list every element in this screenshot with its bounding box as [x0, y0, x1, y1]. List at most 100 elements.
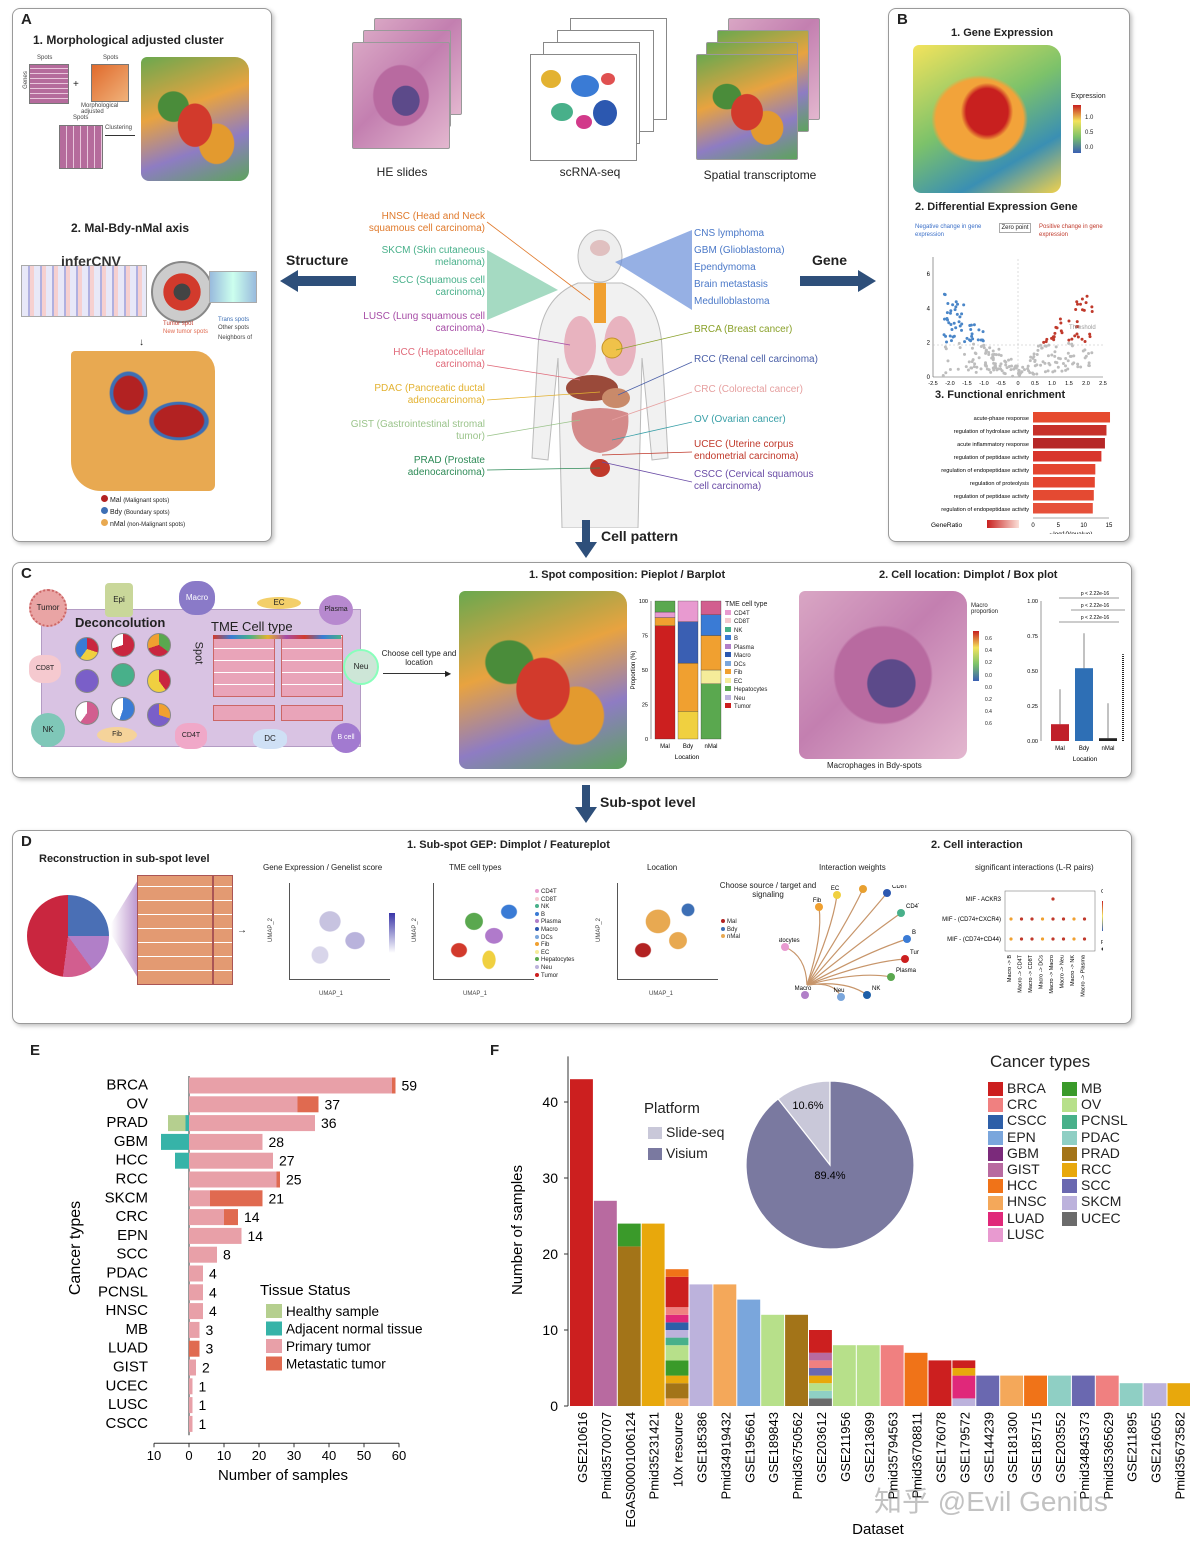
interaction-edge — [806, 894, 838, 986]
healthy-bar — [168, 1115, 186, 1132]
umap3-title: Location — [647, 863, 678, 872]
cancer-label: LUSC (Lung squamous cell carcinoma) — [363, 311, 485, 334]
y-tick: 10 — [542, 1322, 558, 1338]
volcano-point — [1067, 341, 1071, 345]
morph-adjusted-label: Morphological adjusted — [81, 103, 119, 115]
volcano-point — [1088, 335, 1092, 339]
tme-legend-label: B — [734, 636, 739, 642]
volcano-point — [1043, 370, 1047, 374]
volcano-point — [1087, 361, 1091, 365]
cancer-legend-label: LUSC — [1007, 1225, 1045, 1242]
choose-source-label: Choose source / target and signaling — [719, 881, 817, 899]
volcano-point — [1052, 335, 1056, 339]
stacked-bar-segment — [785, 1314, 808, 1406]
macro-caption: Macrophages in Bdy-spots — [827, 761, 922, 770]
umap2-legend-label: NK — [541, 904, 550, 911]
volcano-point — [973, 362, 977, 366]
cluster-tissue-image — [141, 57, 249, 181]
lr-dot — [1072, 937, 1076, 941]
stacked-bar-segment — [809, 1390, 832, 1399]
axis-legend: Mal (Malignant spots) Bdy (Boundary spot… — [101, 495, 185, 531]
tme-legend: TME cell type CD4T CD8T NK B Plasma Macro DCs F… — [725, 601, 767, 712]
cell-label: Tumor — [36, 603, 60, 612]
cancer-legend-label: MB — [1081, 1080, 1102, 1096]
volcano-point — [1039, 363, 1043, 367]
cancer-label: Medulloblastoma — [694, 296, 770, 307]
lr-dot — [1019, 917, 1024, 921]
panel-e-letter: E — [30, 1042, 41, 1059]
lr-dot — [1030, 917, 1034, 921]
composition-bar-segment — [700, 635, 722, 671]
volcano-point — [1033, 360, 1037, 364]
umap2-legend-item: CD8T — [535, 896, 574, 905]
volcano-point — [1039, 343, 1043, 347]
legend-mal: Mal — [109, 497, 122, 504]
cancer-legend-item: BRCA — [988, 1080, 1047, 1097]
interaction-edge — [806, 888, 864, 986]
x-tick: GSE213699 — [862, 1412, 877, 1483]
x-axis-label: Dataset — [852, 1521, 905, 1538]
volcano-point — [1090, 309, 1094, 313]
enrichment-bar — [1033, 451, 1102, 462]
panel-b-title1: 1. Gene Expression — [951, 27, 1054, 39]
volcano-point — [964, 365, 968, 369]
volcano-point — [977, 328, 981, 332]
volcano-point — [945, 340, 949, 344]
enrichment-barplot: acute-phase response regulation of hydrol… — [931, 412, 1113, 534]
cancer-label: CSCC (Cervical squamous cell carcinoma) — [694, 469, 814, 492]
volcano-point — [944, 334, 948, 338]
panel-a-title2: 2. Mal-Bdy-nMal axis — [71, 221, 190, 235]
expression-colorbar — [1073, 105, 1081, 153]
volcano-point — [994, 366, 998, 370]
volcano-point — [1054, 325, 1058, 329]
volcano-point — [948, 311, 952, 315]
umap2-legend-label: Hepatocytes — [541, 957, 575, 964]
volcano-point — [952, 321, 956, 325]
interaction-edge — [806, 906, 821, 986]
umap2-legend-item: Fib — [535, 942, 574, 950]
legend-tumor-spot: Tumor spot — [163, 321, 194, 327]
network-node-label: Fib — [813, 898, 822, 904]
cancer-label: RCC (Renal cell carcinoma) — [694, 354, 818, 365]
cancer-legend-label: PDAC — [1081, 1128, 1120, 1145]
y-tick: 40 — [542, 1094, 558, 1110]
volcano-point — [952, 334, 956, 338]
volcano-point — [950, 328, 954, 332]
total-label: 1 — [199, 1397, 207, 1413]
gene-arrow — [800, 270, 876, 292]
volcano-point — [967, 360, 971, 364]
panel-f-chart: 0 10 20 30 40 Number of samples GSE210616 Pmid3… — [509, 1056, 1190, 1538]
cancer-legend-item: LUAD — [988, 1210, 1047, 1226]
cell-neu: Neu — [343, 649, 379, 685]
macro-tick: 0.6 — [985, 636, 992, 642]
volcano-point — [1064, 357, 1068, 361]
network-node-label: NK — [872, 986, 880, 992]
pvalue-label: p < 2.22e-16 — [1081, 591, 1109, 597]
lr-pair-label: MIF - (CD74+CXCR4) — [942, 917, 1001, 923]
volcano-point — [960, 328, 964, 332]
interaction-weights-label: Interaction weights — [819, 863, 886, 872]
volcano-point — [1026, 364, 1030, 368]
primary-bar — [189, 1303, 203, 1320]
stacked-bar-segment — [737, 1299, 761, 1406]
x-tick: GSE181300 — [1005, 1412, 1020, 1483]
stacked-bar-segment — [1000, 1375, 1024, 1406]
volcano-point — [989, 370, 993, 374]
cancer-legend-item: GBM — [988, 1145, 1047, 1162]
cell-epi: Epi — [105, 583, 133, 617]
volcano-point — [970, 332, 974, 336]
volcano-point — [1087, 364, 1091, 368]
cancer-legend-item: EPN — [988, 1129, 1047, 1145]
volcano-point — [968, 324, 972, 328]
volcano-point — [1066, 367, 1070, 371]
cell-cd8t: CD8T — [29, 655, 61, 683]
stacked-bar-segment — [617, 1246, 641, 1406]
volcano-point — [1031, 356, 1035, 360]
pair-x-label: Macro -> CD8T — [1028, 954, 1034, 992]
stacked-bar-segment — [832, 1345, 856, 1406]
x-tick: GSE185386 — [694, 1412, 709, 1483]
subspot-label: Sub-spot level — [600, 794, 696, 810]
composition-bar-segment — [700, 614, 722, 636]
x-tick: GSE210616 — [575, 1412, 590, 1483]
cancer-legend-item: CRC — [988, 1096, 1047, 1113]
